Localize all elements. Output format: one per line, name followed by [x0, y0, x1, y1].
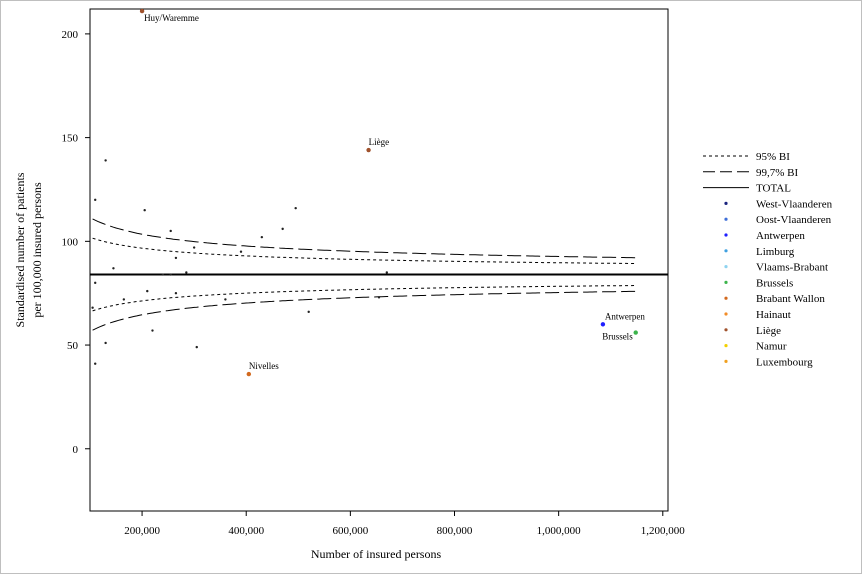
legend-dot-swatch	[724, 265, 728, 269]
y-tick-label: 0	[73, 444, 79, 456]
legend-label: Vlaams-Brabant	[756, 262, 828, 274]
plot-area-border	[89, 8, 669, 512]
data-point	[174, 291, 178, 295]
legend-dot-swatch	[724, 344, 728, 348]
data-point	[94, 198, 97, 202]
x-tick-label: 1,200,000	[641, 525, 686, 537]
y-axis-title-line: Standardised number of patients	[13, 172, 27, 327]
data-point	[294, 206, 297, 210]
labeled-point	[633, 330, 638, 335]
point-label: Nivelles	[249, 361, 279, 371]
legend-dot-swatch	[724, 249, 728, 253]
data-point	[195, 345, 198, 349]
data-point	[94, 281, 97, 285]
data-point	[192, 246, 196, 249]
y-tick-label: 50	[67, 340, 79, 352]
legend-dot-swatch	[724, 328, 728, 332]
legend-label: Brabant Wallon	[756, 293, 825, 305]
legend-dot-swatch	[724, 280, 728, 284]
data-point	[307, 310, 310, 314]
point-label: Antwerpen	[605, 311, 645, 321]
legend-dot-swatch	[724, 312, 728, 316]
data-point	[174, 256, 178, 260]
legend-label: Namur	[756, 341, 787, 353]
legend-dot-swatch	[724, 217, 728, 221]
x-tick-label: 200,000	[124, 525, 160, 537]
legend-label: West-Vlaanderen	[756, 198, 833, 210]
y-tick-label: 150	[62, 133, 79, 145]
data-point	[185, 271, 188, 274]
legend-label: TOTAL	[756, 183, 791, 195]
legend-label: 99,7% BI	[756, 167, 799, 179]
point-label: Liège	[369, 137, 390, 147]
data-point	[122, 298, 126, 301]
data-point	[169, 229, 172, 233]
data-point	[224, 298, 227, 301]
legend-label: Antwerpen	[756, 230, 805, 242]
x-tick-label: 400,000	[228, 525, 264, 537]
data-point	[104, 159, 107, 162]
data-point	[385, 271, 389, 274]
labeled-point	[246, 371, 252, 377]
ci997-upper-line	[92, 218, 637, 259]
y-tick-label: 100	[62, 236, 79, 248]
legend-dot-swatch	[724, 201, 728, 205]
legend-dot-swatch	[724, 233, 728, 237]
data-point	[260, 235, 264, 239]
x-tick-label: 1,000,000	[537, 525, 582, 537]
data-point	[91, 306, 94, 309]
point-label: Huy/Waremme	[144, 13, 199, 23]
x-tick-label: 600,000	[332, 525, 368, 537]
legend-label: Luxembourg	[756, 356, 813, 368]
data-point	[239, 250, 243, 253]
legend-label: Limburg	[756, 246, 795, 258]
y-axis-title: Standardised number of patients per 100,0…	[13, 172, 44, 327]
legend-dot-swatch	[724, 359, 728, 363]
ci-lines	[92, 218, 637, 331]
legend-label: Oost-Vlaanderen	[756, 214, 832, 226]
y-tick-label: 200	[62, 29, 79, 41]
data-point	[94, 362, 97, 365]
x-tick-label: 800,000	[437, 525, 473, 537]
legend-label: Liège	[756, 325, 781, 337]
y-axis-title-line: per 100,000 insured persons	[30, 182, 44, 318]
data-point	[104, 341, 107, 345]
ci997-lower-line	[92, 290, 637, 331]
data-point	[169, 273, 172, 276]
data-point	[377, 296, 381, 299]
labeled-point	[139, 8, 145, 14]
data-point	[161, 273, 165, 276]
ci95-lower-line	[92, 285, 637, 312]
data-point	[146, 289, 149, 293]
ci95-upper-line	[92, 237, 637, 264]
data-point	[143, 209, 146, 212]
data-point	[151, 329, 154, 332]
labeled-point	[366, 147, 371, 153]
x-axis-title: Number of insured persons	[311, 547, 442, 561]
legend-label: 95% BI	[756, 151, 790, 163]
legend-label: Brussels	[756, 277, 793, 289]
data-point	[281, 227, 284, 231]
legend-label: Hainaut	[756, 309, 791, 321]
legend-dot-swatch	[724, 296, 728, 300]
data-point	[112, 267, 115, 270]
labeled-point	[600, 322, 606, 327]
point-label: Brussels	[602, 332, 633, 342]
